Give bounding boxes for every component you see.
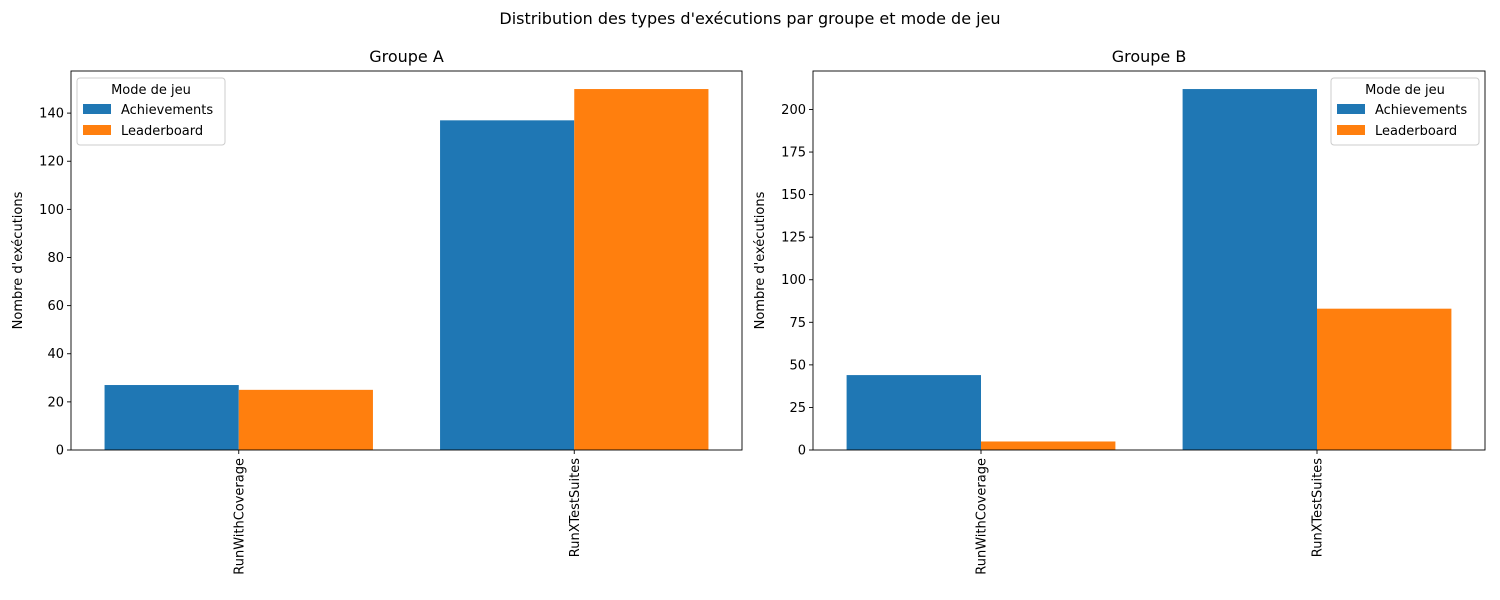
- x-tick-label-2: RunWithCoverage: [975, 458, 990, 575]
- y-tick-label-1: 80: [47, 251, 64, 266]
- legend-label-1-2: Leaderboard: [121, 124, 203, 139]
- legend-swatch-2-1: [1337, 104, 1365, 114]
- y-tick-label-1: 40: [47, 347, 64, 362]
- legend-swatch-2-2: [1337, 125, 1365, 135]
- y-tick-label-2: 75: [789, 316, 806, 331]
- y-tick-label-2: 100: [781, 273, 806, 288]
- legend-box-2: [1330, 77, 1480, 146]
- bar-1-leaderboard-1: [238, 389, 373, 450]
- y-tick-label-1: 20: [47, 395, 64, 410]
- y-axis-label-1: Nombre d'exécutions: [11, 191, 26, 329]
- legend-label-1-1: Achievements: [121, 103, 213, 118]
- legend-box-1: [76, 77, 226, 146]
- bar-2-achievements-2: [1182, 89, 1317, 451]
- y-tick-label-2: 0: [798, 444, 806, 459]
- panel-title-1: Groupe A: [369, 47, 444, 66]
- y-tick-label-1: 120: [39, 155, 64, 170]
- y-tick-label-1: 0: [56, 444, 64, 459]
- legend-swatch-1-2: [83, 125, 111, 135]
- x-tick-label-1: RunXTestSuites: [568, 458, 583, 557]
- legend-title-2: Mode de jeu: [1365, 83, 1445, 98]
- legend-label-2-2: Leaderboard: [1375, 124, 1457, 139]
- y-tick-label-2: 125: [781, 231, 806, 246]
- y-tick-label-1: 140: [39, 107, 64, 122]
- bar-1-achievements-2: [440, 120, 575, 450]
- y-axis-label-2: Nombre d'exécutions: [753, 191, 768, 329]
- legend-label-2-1: Achievements: [1375, 103, 1467, 118]
- figure-title: Distribution des types d'exécutions par …: [499, 9, 1001, 28]
- y-tick-label-2: 175: [781, 146, 806, 161]
- bar-2-leaderboard-1: [981, 441, 1116, 450]
- y-tick-label-1: 100: [39, 203, 64, 218]
- bar-1-leaderboard-2: [574, 89, 709, 451]
- y-tick-label-2: 200: [781, 103, 806, 118]
- bar-2-achievements-1: [846, 375, 981, 450]
- axes-frame-1: [70, 70, 743, 451]
- y-tick-label-1: 60: [47, 299, 64, 314]
- y-tick-label-2: 150: [781, 188, 806, 203]
- y-tick-label-2: 50: [789, 358, 806, 373]
- panel-title-2: Groupe B: [1112, 47, 1187, 66]
- bar-2-leaderboard-2: [1317, 308, 1452, 450]
- axes-frame-2: [812, 70, 1486, 451]
- legend-swatch-1-1: [83, 104, 111, 114]
- bar-1-achievements-1: [104, 385, 239, 450]
- x-tick-label-1: RunWithCoverage: [232, 458, 247, 575]
- y-tick-label-2: 25: [789, 401, 806, 416]
- x-tick-label-2: RunXTestSuites: [1311, 458, 1326, 557]
- legend-title-1: Mode de jeu: [111, 83, 191, 98]
